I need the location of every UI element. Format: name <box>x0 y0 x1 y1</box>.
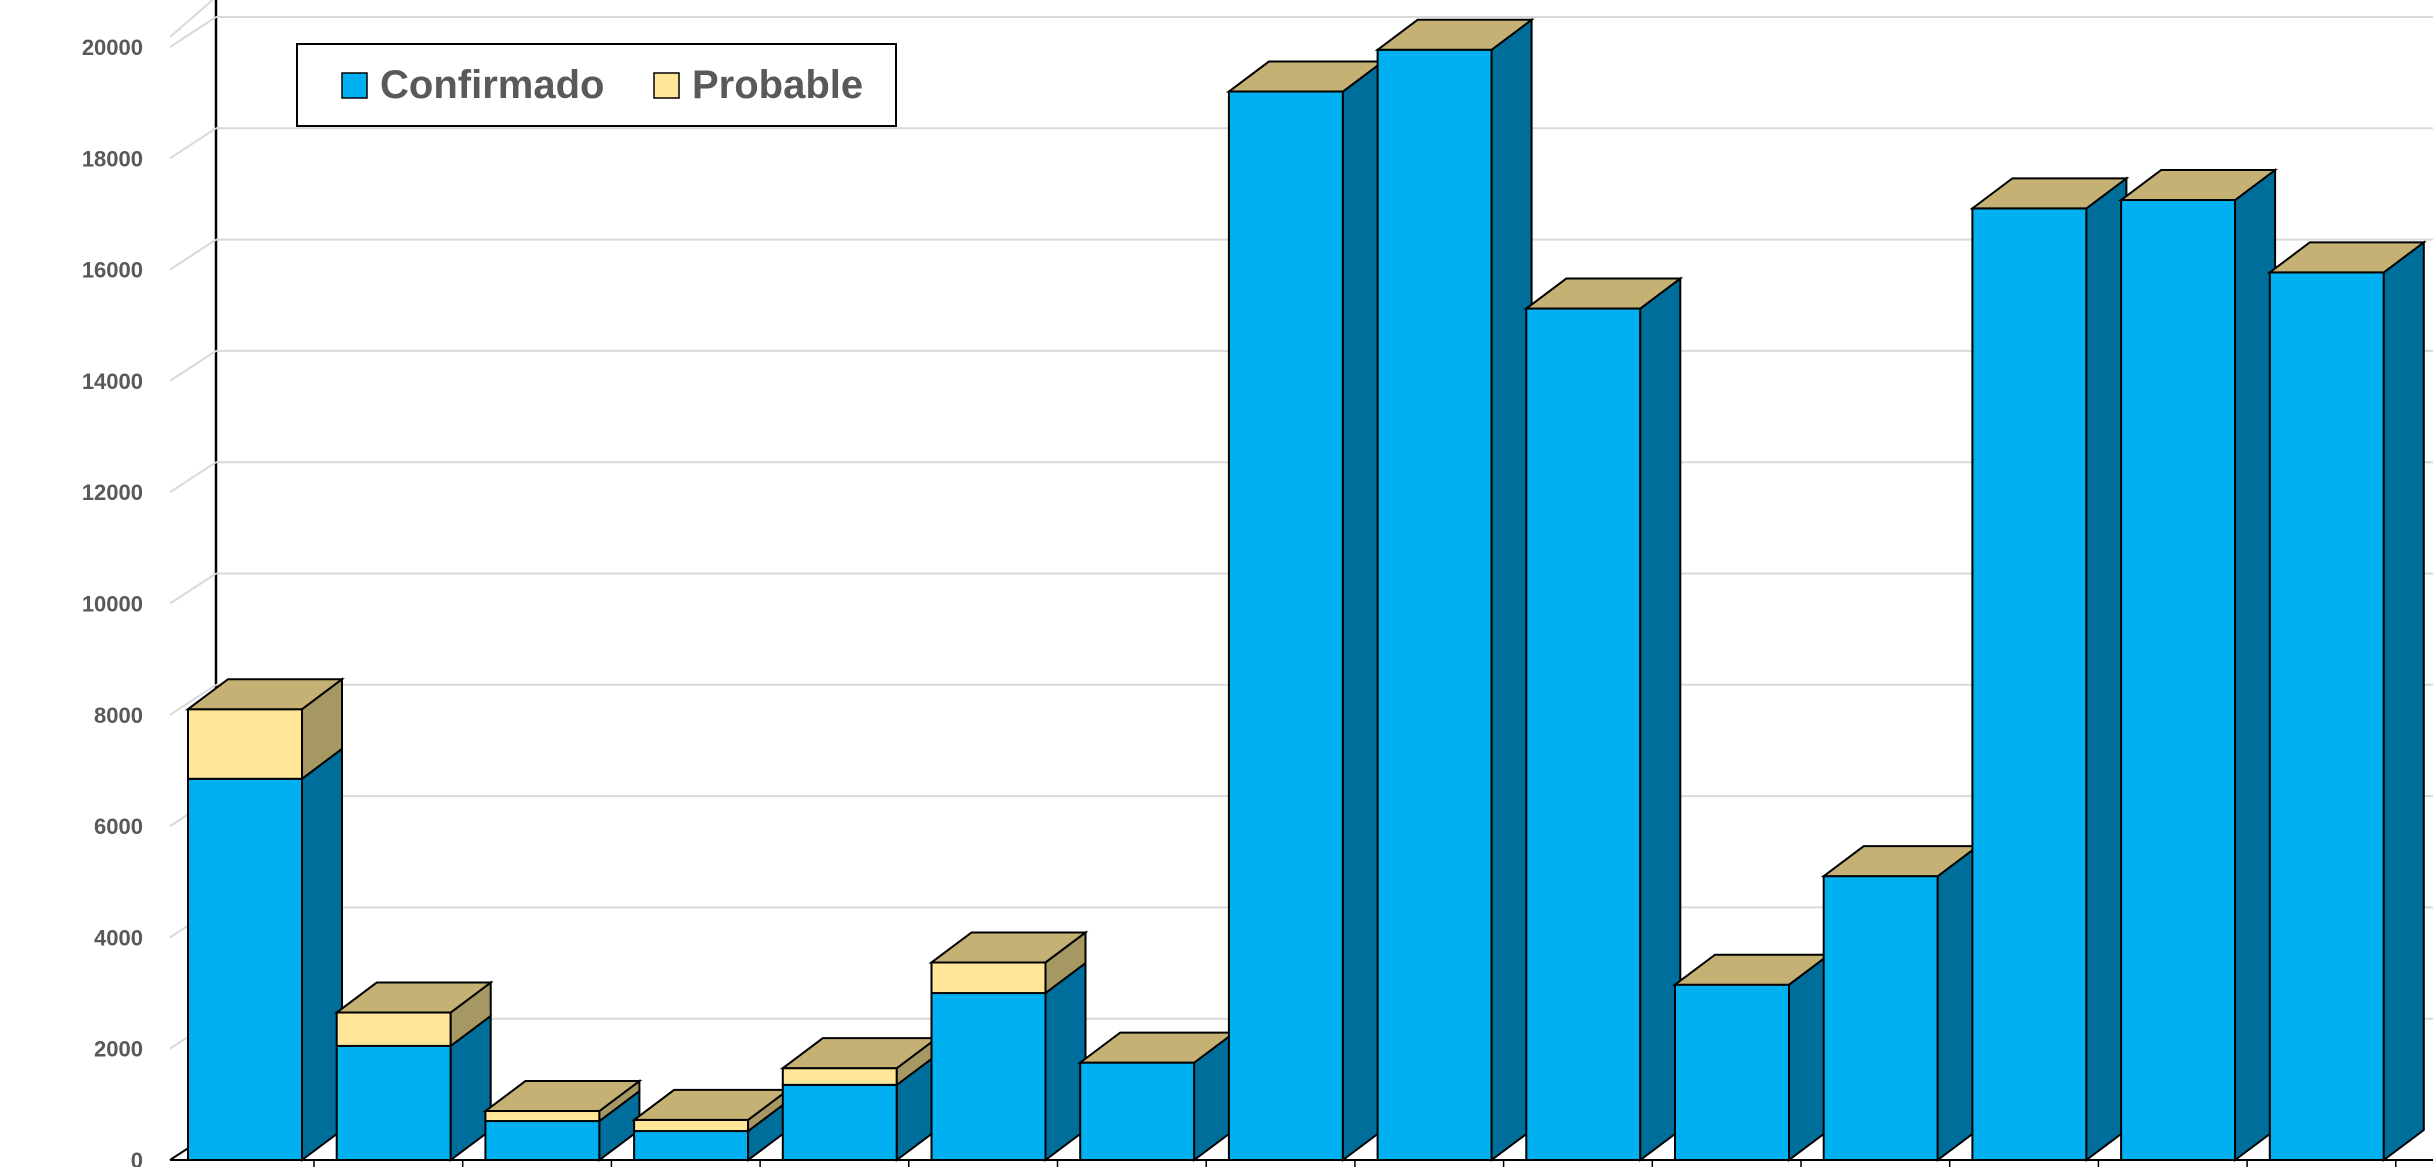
bar-confirmado-front <box>930 992 1047 1161</box>
bar-confirmado-front <box>1822 875 1939 1161</box>
legend-box <box>296 43 897 127</box>
bar-probable-front <box>633 1118 750 1133</box>
legend: Confirmado Probable <box>296 43 897 127</box>
bar-group <box>333 980 494 1162</box>
legend-swatch-confirmado <box>341 72 368 99</box>
bar-group <box>185 677 345 1162</box>
bar-group <box>631 1087 792 1162</box>
y-tick-label: 16000 <box>82 258 143 283</box>
bar-probable-front <box>335 1011 452 1047</box>
bar-group <box>1374 17 1535 1162</box>
bar-top <box>185 678 345 711</box>
bar-confirmado-front <box>1079 1061 1196 1162</box>
bar-confirmado-side <box>2382 240 2425 1162</box>
bar-group <box>1672 952 1832 1162</box>
gridline-side <box>169 16 217 48</box>
bar-group <box>1820 844 1981 1162</box>
bar-top <box>928 931 1089 964</box>
bar-confirmado-front <box>187 777 303 1161</box>
bar-top <box>1374 18 1535 51</box>
bar-confirmado-front <box>2268 271 2385 1161</box>
bar-top <box>1969 177 2130 210</box>
y-tick-label: 12000 <box>82 480 143 505</box>
gridline-side <box>169 350 217 382</box>
bar-confirmado-front <box>1674 983 1790 1162</box>
bar-probable-front <box>781 1067 898 1086</box>
bar-probable-front <box>484 1110 601 1123</box>
bar-group <box>928 930 1089 1162</box>
y-tick-label: 2000 <box>94 1037 143 1062</box>
gridline-side <box>169 127 217 160</box>
y-tick-label: 18000 <box>82 146 143 171</box>
bar-group <box>2266 240 2427 1162</box>
bars <box>185 17 2427 1162</box>
bar-top <box>1523 277 1684 310</box>
bar-top <box>482 1080 643 1113</box>
y-tick-label: 8000 <box>94 703 143 728</box>
y-tick-label: 0 <box>131 1148 143 1167</box>
bar-confirmado-front <box>335 1044 452 1161</box>
bar-confirmado-front <box>1971 207 2088 1161</box>
gridline-side <box>169 238 217 271</box>
bar-confirmado-front <box>484 1120 601 1162</box>
bar-group <box>482 1079 643 1162</box>
bar-group <box>2118 168 2279 1162</box>
legend-swatch-probable <box>653 72 680 99</box>
y-tick-label: 4000 <box>94 925 143 950</box>
bar-group <box>779 1036 940 1162</box>
gridline-side <box>169 572 217 605</box>
bar-confirmado-front <box>781 1083 898 1162</box>
side-wall-top <box>169 0 215 38</box>
bar-top <box>2118 169 2279 202</box>
bar-group <box>1523 276 1684 1162</box>
y-tick-label: 10000 <box>82 592 143 617</box>
bar-group <box>1225 59 1386 1162</box>
legend-label-confirmado: Confirmado <box>380 63 604 107</box>
y-tick-label: 20000 <box>82 35 143 60</box>
bar-probable-front <box>187 708 303 780</box>
bar-confirmado-front <box>2120 199 2237 1162</box>
bar-probable-front <box>930 961 1047 995</box>
y-axis: 0 2000 4000 6000 8000 10000 12000 14000 16000 180… <box>82 35 143 1172</box>
gridline-side <box>169 683 217 716</box>
bar-confirmado-front <box>1227 90 1344 1161</box>
bar-group <box>1077 1030 1238 1162</box>
bar-top <box>333 981 494 1014</box>
y-tick-label: 6000 <box>94 814 143 839</box>
gridline-side <box>169 461 217 494</box>
bar-confirmado-front <box>633 1130 750 1162</box>
bar-confirmado-front <box>1376 48 1493 1162</box>
bar-confirmado-front <box>1525 307 1642 1161</box>
bar-group <box>1969 176 2130 1162</box>
bar-top <box>2266 241 2427 274</box>
y-tick-label: 14000 <box>82 369 143 394</box>
legend-label-probable: Probable <box>692 63 863 107</box>
